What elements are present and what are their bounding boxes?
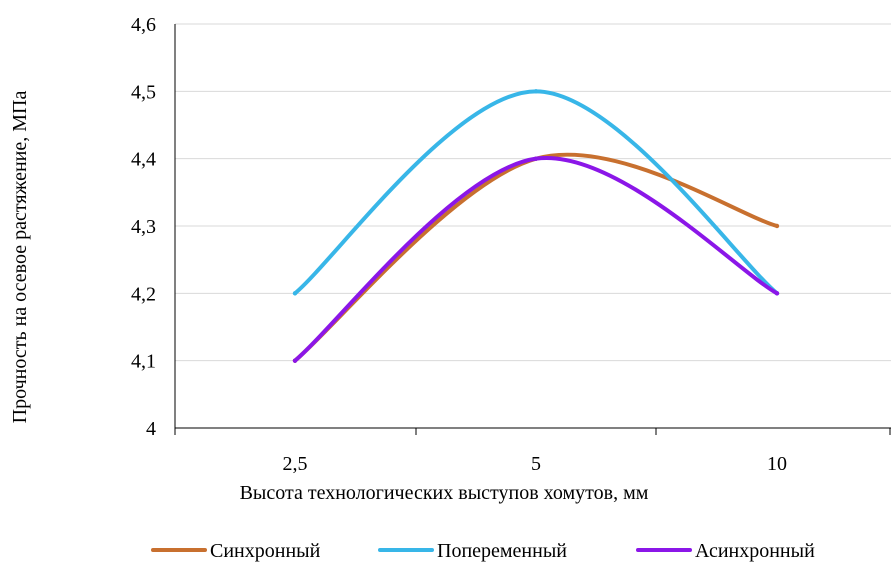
y-tick-label: 4,1 bbox=[131, 351, 156, 373]
series-3 bbox=[292, 156, 780, 363]
data-series bbox=[292, 89, 780, 363]
data-point bbox=[533, 156, 539, 161]
series-1 bbox=[292, 152, 780, 363]
x-tick-label: 2,5 bbox=[283, 453, 308, 475]
y-tick-label: 4,2 bbox=[131, 283, 156, 305]
x-tick-label: 10 bbox=[767, 453, 787, 475]
legend-label: Асинхронный bbox=[695, 540, 815, 562]
series-line bbox=[293, 156, 779, 363]
legend-item: Асинхронный bbox=[636, 540, 815, 562]
y-axis-label: Прочность на осевое растяжение, МПа bbox=[9, 91, 31, 424]
y-tick-label: 4,3 bbox=[131, 216, 156, 238]
data-point bbox=[774, 223, 780, 229]
data-point bbox=[292, 291, 298, 296]
legend-item: Синхронный bbox=[151, 540, 321, 562]
x-axis-label: Высота технологических выступов хомутов,… bbox=[240, 482, 649, 504]
data-point bbox=[292, 358, 298, 363]
x-tick-label: 5 bbox=[531, 453, 541, 475]
data-point bbox=[533, 89, 539, 94]
data-point bbox=[774, 291, 780, 296]
series-line bbox=[293, 152, 779, 363]
legend-item: Попеременный bbox=[378, 540, 567, 562]
y-tick-label: 4,4 bbox=[131, 149, 156, 171]
y-tick-label: 4,6 bbox=[131, 14, 156, 36]
y-tick-label: 4,5 bbox=[131, 81, 156, 103]
axes: 4 4,1 4,2 4,3 4,4 4,5 4,6 2,5 5 10 bbox=[131, 14, 891, 475]
gridlines bbox=[175, 23, 891, 362]
legend-label: Попеременный bbox=[437, 540, 567, 562]
series-2 bbox=[292, 89, 780, 296]
legend: Синхронный Попеременный Асинхронный bbox=[151, 540, 815, 562]
legend-label: Синхронный bbox=[210, 540, 321, 562]
y-tick-label: 4 bbox=[146, 418, 156, 440]
